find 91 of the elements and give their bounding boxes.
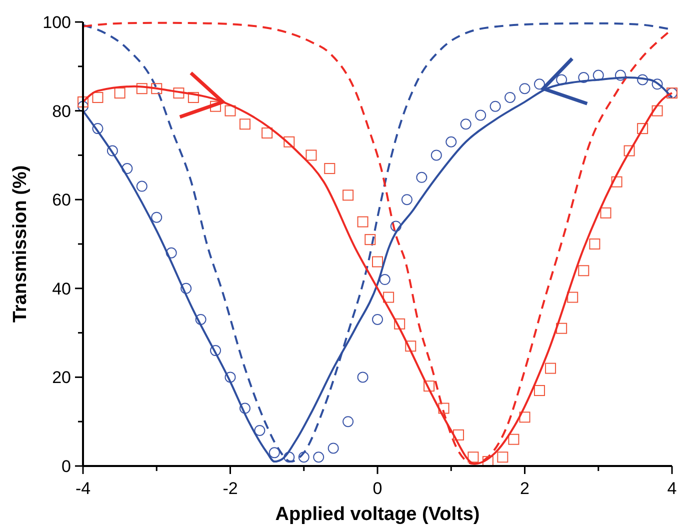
x-tick-label: -4 xyxy=(75,479,91,498)
point xyxy=(430,150,442,161)
point xyxy=(383,292,394,303)
point xyxy=(78,100,88,112)
y-tick-label: 100 xyxy=(42,12,71,32)
point xyxy=(600,207,612,218)
point xyxy=(239,402,250,414)
point xyxy=(372,256,383,268)
point xyxy=(106,145,118,156)
point xyxy=(497,452,508,463)
point xyxy=(589,238,600,250)
point xyxy=(136,180,148,192)
point xyxy=(534,385,545,396)
point xyxy=(262,128,273,138)
y-tick-label: 80 xyxy=(52,102,71,121)
point xyxy=(92,123,104,134)
point xyxy=(556,74,568,86)
point xyxy=(379,274,390,286)
point xyxy=(508,434,520,445)
point xyxy=(390,220,402,232)
point xyxy=(306,150,317,161)
point xyxy=(592,70,604,81)
point xyxy=(372,314,383,325)
point xyxy=(438,402,450,414)
point xyxy=(652,78,663,90)
point xyxy=(298,452,310,463)
point xyxy=(637,74,648,86)
point xyxy=(78,96,88,108)
point xyxy=(405,340,416,352)
point xyxy=(624,145,635,156)
point xyxy=(268,447,280,458)
point xyxy=(490,100,501,112)
point xyxy=(122,163,133,174)
point xyxy=(313,452,324,463)
y-axis-title: Transmission (%) xyxy=(10,165,31,323)
point xyxy=(342,190,354,201)
point xyxy=(475,110,486,121)
point xyxy=(652,105,663,116)
point xyxy=(567,292,578,303)
point xyxy=(416,172,428,183)
point xyxy=(284,452,295,463)
point xyxy=(578,72,590,83)
point xyxy=(578,265,590,276)
point xyxy=(556,322,568,334)
point xyxy=(545,362,556,374)
point xyxy=(342,416,354,428)
point xyxy=(173,88,184,99)
point xyxy=(166,247,177,258)
point xyxy=(424,380,435,392)
point xyxy=(394,318,406,330)
y-tick-label: 20 xyxy=(52,368,71,388)
x-tick-label: 0 xyxy=(372,479,382,498)
point xyxy=(224,372,236,383)
y-tick-label: 60 xyxy=(52,190,71,210)
point xyxy=(239,118,250,130)
point xyxy=(637,123,648,134)
point xyxy=(195,314,206,325)
x-tick-label: -2 xyxy=(222,479,238,498)
point xyxy=(357,216,368,228)
point xyxy=(151,212,162,223)
point xyxy=(460,118,472,130)
point xyxy=(611,176,622,188)
point xyxy=(254,424,266,436)
point xyxy=(151,83,162,94)
point xyxy=(324,163,336,174)
point xyxy=(446,136,457,148)
point xyxy=(114,88,126,99)
point xyxy=(364,234,376,246)
point xyxy=(519,412,530,423)
point xyxy=(614,70,626,81)
x-axis-title: Applied voltage (Volts) xyxy=(275,504,480,525)
point xyxy=(188,92,199,103)
y-tick-label: 40 xyxy=(52,279,71,298)
point xyxy=(534,78,545,90)
point xyxy=(224,105,236,116)
x-tick-label: 2 xyxy=(520,479,530,498)
point xyxy=(284,136,295,148)
point xyxy=(452,429,464,440)
point xyxy=(92,92,104,103)
point xyxy=(504,92,516,103)
point xyxy=(210,345,222,356)
point xyxy=(328,442,339,454)
point xyxy=(180,282,192,294)
point xyxy=(401,194,412,206)
point xyxy=(210,100,222,112)
point xyxy=(136,83,148,94)
point xyxy=(468,452,479,463)
y-tick-label: 0 xyxy=(62,456,71,476)
x-tick-label: 4 xyxy=(667,479,677,498)
point xyxy=(519,83,530,94)
point xyxy=(357,372,368,383)
